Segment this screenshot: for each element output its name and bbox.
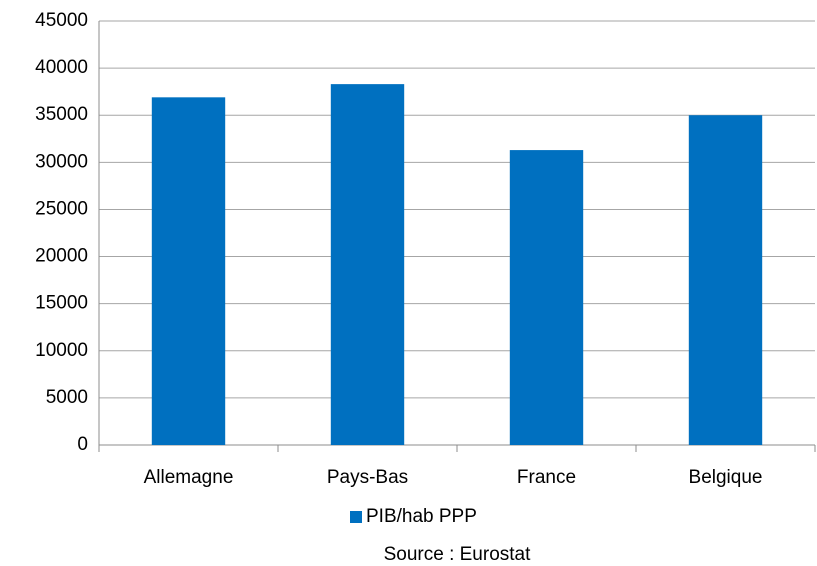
y-tick-label: 25000 [35,198,88,219]
y-tick-label: 0 [77,434,88,455]
legend-swatch [350,511,362,523]
y-tick-label: 20000 [35,246,88,267]
bar [330,84,405,445]
x-tick-label: Pays-Bas [327,467,408,488]
x-tick-label: Belgique [689,467,763,488]
y-tick-label: 45000 [35,10,88,31]
x-tick-label: Allemagne [144,467,234,488]
y-tick-label: 5000 [46,387,88,408]
x-tick-label: France [517,467,576,488]
y-tick-label: 35000 [35,104,88,125]
bar [509,150,584,445]
bar [688,115,763,445]
y-tick-label: 10000 [35,340,88,361]
legend-label: PIB/hab PPP [366,506,477,527]
y-tick-label: 15000 [35,293,88,314]
y-tick-label: 30000 [35,151,88,172]
source-note: Source : Eurostat [384,544,532,565]
bar [151,97,226,445]
y-tick-label: 40000 [35,57,88,78]
